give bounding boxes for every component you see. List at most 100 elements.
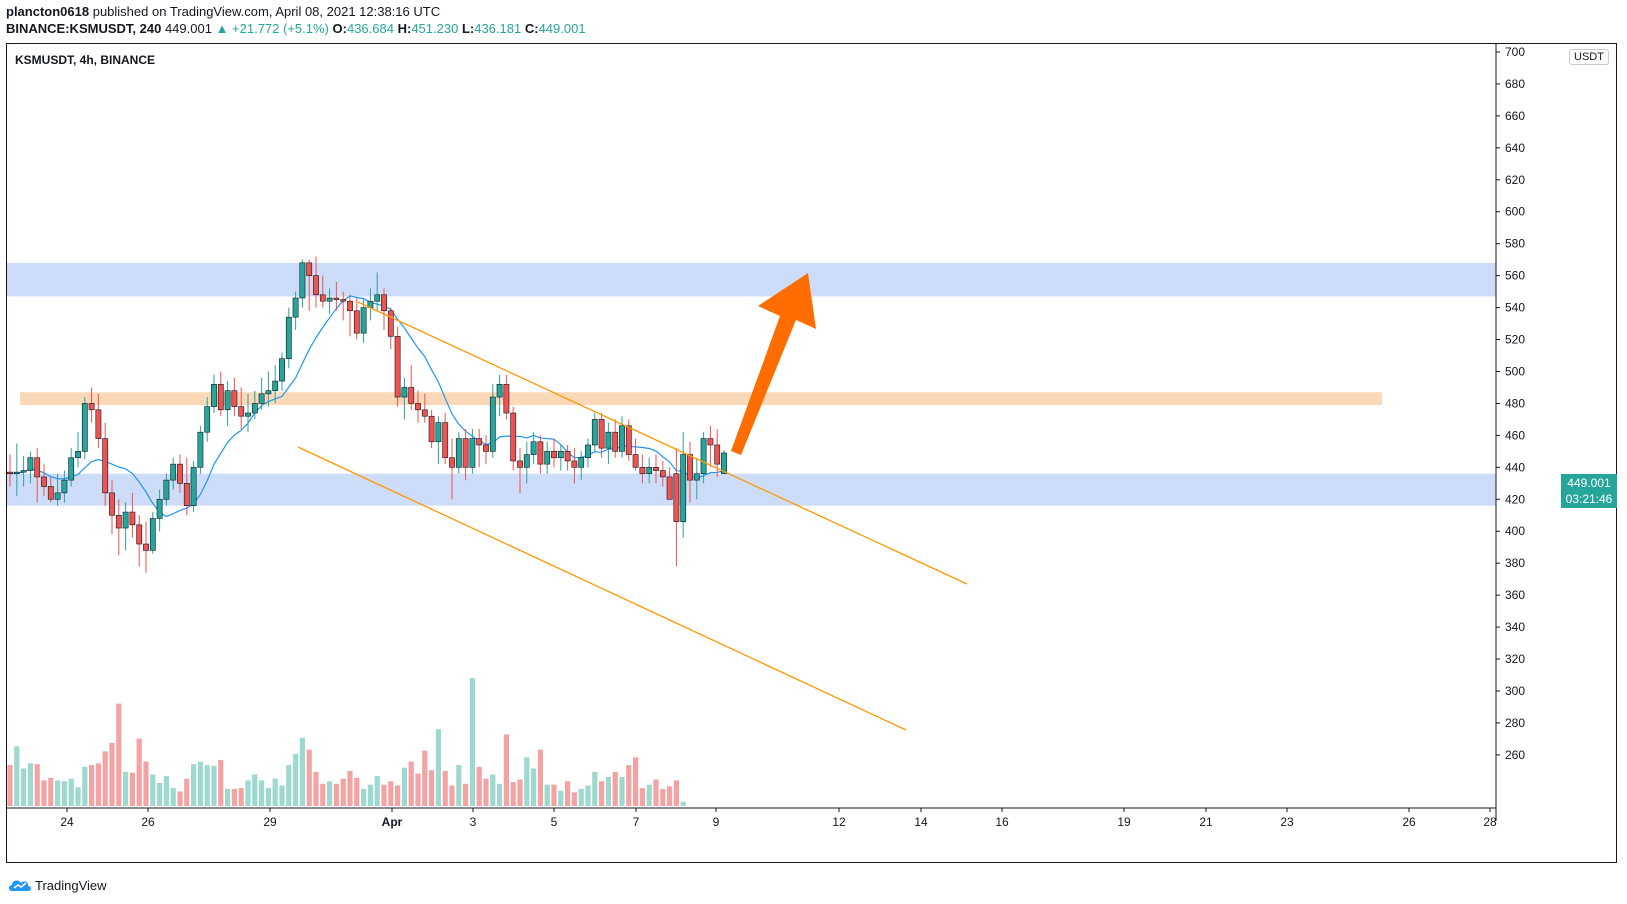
candle [258,377,265,410]
candle [129,492,136,538]
volume-bar [177,791,183,806]
candle [88,387,95,423]
volume-bar [361,788,367,806]
candle [469,428,476,474]
candle [238,387,245,429]
volume-bar [537,749,543,806]
candle-body [13,471,20,475]
price-tick-label: 620 [1505,173,1525,187]
candle-body [102,438,109,494]
volume-bar [422,750,428,806]
price-tick-label: 700 [1505,45,1525,59]
volume-bar [265,788,271,806]
volume-bar [599,781,605,806]
price-tick-label: 640 [1505,141,1525,155]
volume-bar [503,734,509,806]
volume-bar [252,774,258,806]
time-tick-label: 12 [832,815,846,829]
price-tick-label: 480 [1505,396,1525,410]
candle-body [224,390,231,411]
volume-bar [157,782,163,806]
candle-body [231,390,238,407]
candle-body [34,457,41,478]
candle-body [285,316,292,360]
price-tick-label: 380 [1505,556,1525,570]
candle [632,438,639,471]
volume-bar [123,771,129,806]
candle-body [721,452,727,475]
candle [381,288,387,330]
volume-bar [259,780,265,806]
candle [47,476,54,503]
candle [585,438,591,468]
candle [61,470,68,503]
candle [136,515,143,567]
candle [170,457,177,490]
candle-body [143,543,149,551]
volume-bar [245,780,251,806]
channel-lower-line [297,446,907,731]
candle-body [183,483,190,506]
time-tick-label: 23 [1280,815,1294,829]
time-tick-label: 16 [995,815,1009,829]
volume-bar [558,790,564,806]
volume-bar [21,768,27,806]
volume-bar [544,784,550,806]
candle-body [700,438,707,475]
candle-body [666,476,673,500]
candle [115,499,122,556]
low-value: 436.181 [474,21,522,36]
candle [523,441,530,484]
volume-bar [211,765,217,806]
candle-body [360,307,367,334]
time-tick-label: 24 [60,815,74,829]
candle [81,397,88,460]
volume-bar [680,801,686,806]
low-label: L: [461,21,475,36]
time-tick-label: 26 [1402,815,1416,829]
candle-body [517,460,523,468]
candle [211,374,217,414]
price-axis-unit[interactable]: USDT [1569,49,1609,65]
candle [435,416,442,465]
price-tick-label: 300 [1505,684,1525,698]
volume-bar [612,771,618,806]
candle-body [442,422,449,459]
candle [639,454,646,484]
volume-bar [401,767,407,806]
moving-average-line [9,295,725,518]
author-name[interactable]: plancton0618 [6,4,90,19]
candle-body [496,383,503,398]
candle [272,365,279,404]
volume-bar [476,766,482,806]
volume-bar [68,778,74,806]
price-tick-label: 400 [1505,524,1525,538]
candle-body [299,262,306,299]
candle [442,413,449,465]
volume-bar [225,788,231,806]
candle [721,449,727,475]
candle [571,448,578,484]
candle [394,326,401,407]
candle [551,438,557,468]
volume-bar [61,781,67,806]
candle [285,307,292,369]
candle [75,432,81,468]
candle-body [272,380,279,391]
candle [41,464,47,497]
candle-body [27,457,34,471]
candle [680,432,687,538]
volume-bar [136,738,142,806]
candle-body [41,476,47,487]
candle-body [340,299,347,302]
candle [217,371,224,417]
candle [415,390,421,423]
candle [95,393,102,449]
candle [122,502,129,551]
price-change: ▲ +21.772 (+5.1%) [215,21,329,36]
footer-brand[interactable]: TradingView [8,877,107,893]
volume-bar [551,784,557,806]
candle [421,393,428,423]
candle [177,454,183,493]
